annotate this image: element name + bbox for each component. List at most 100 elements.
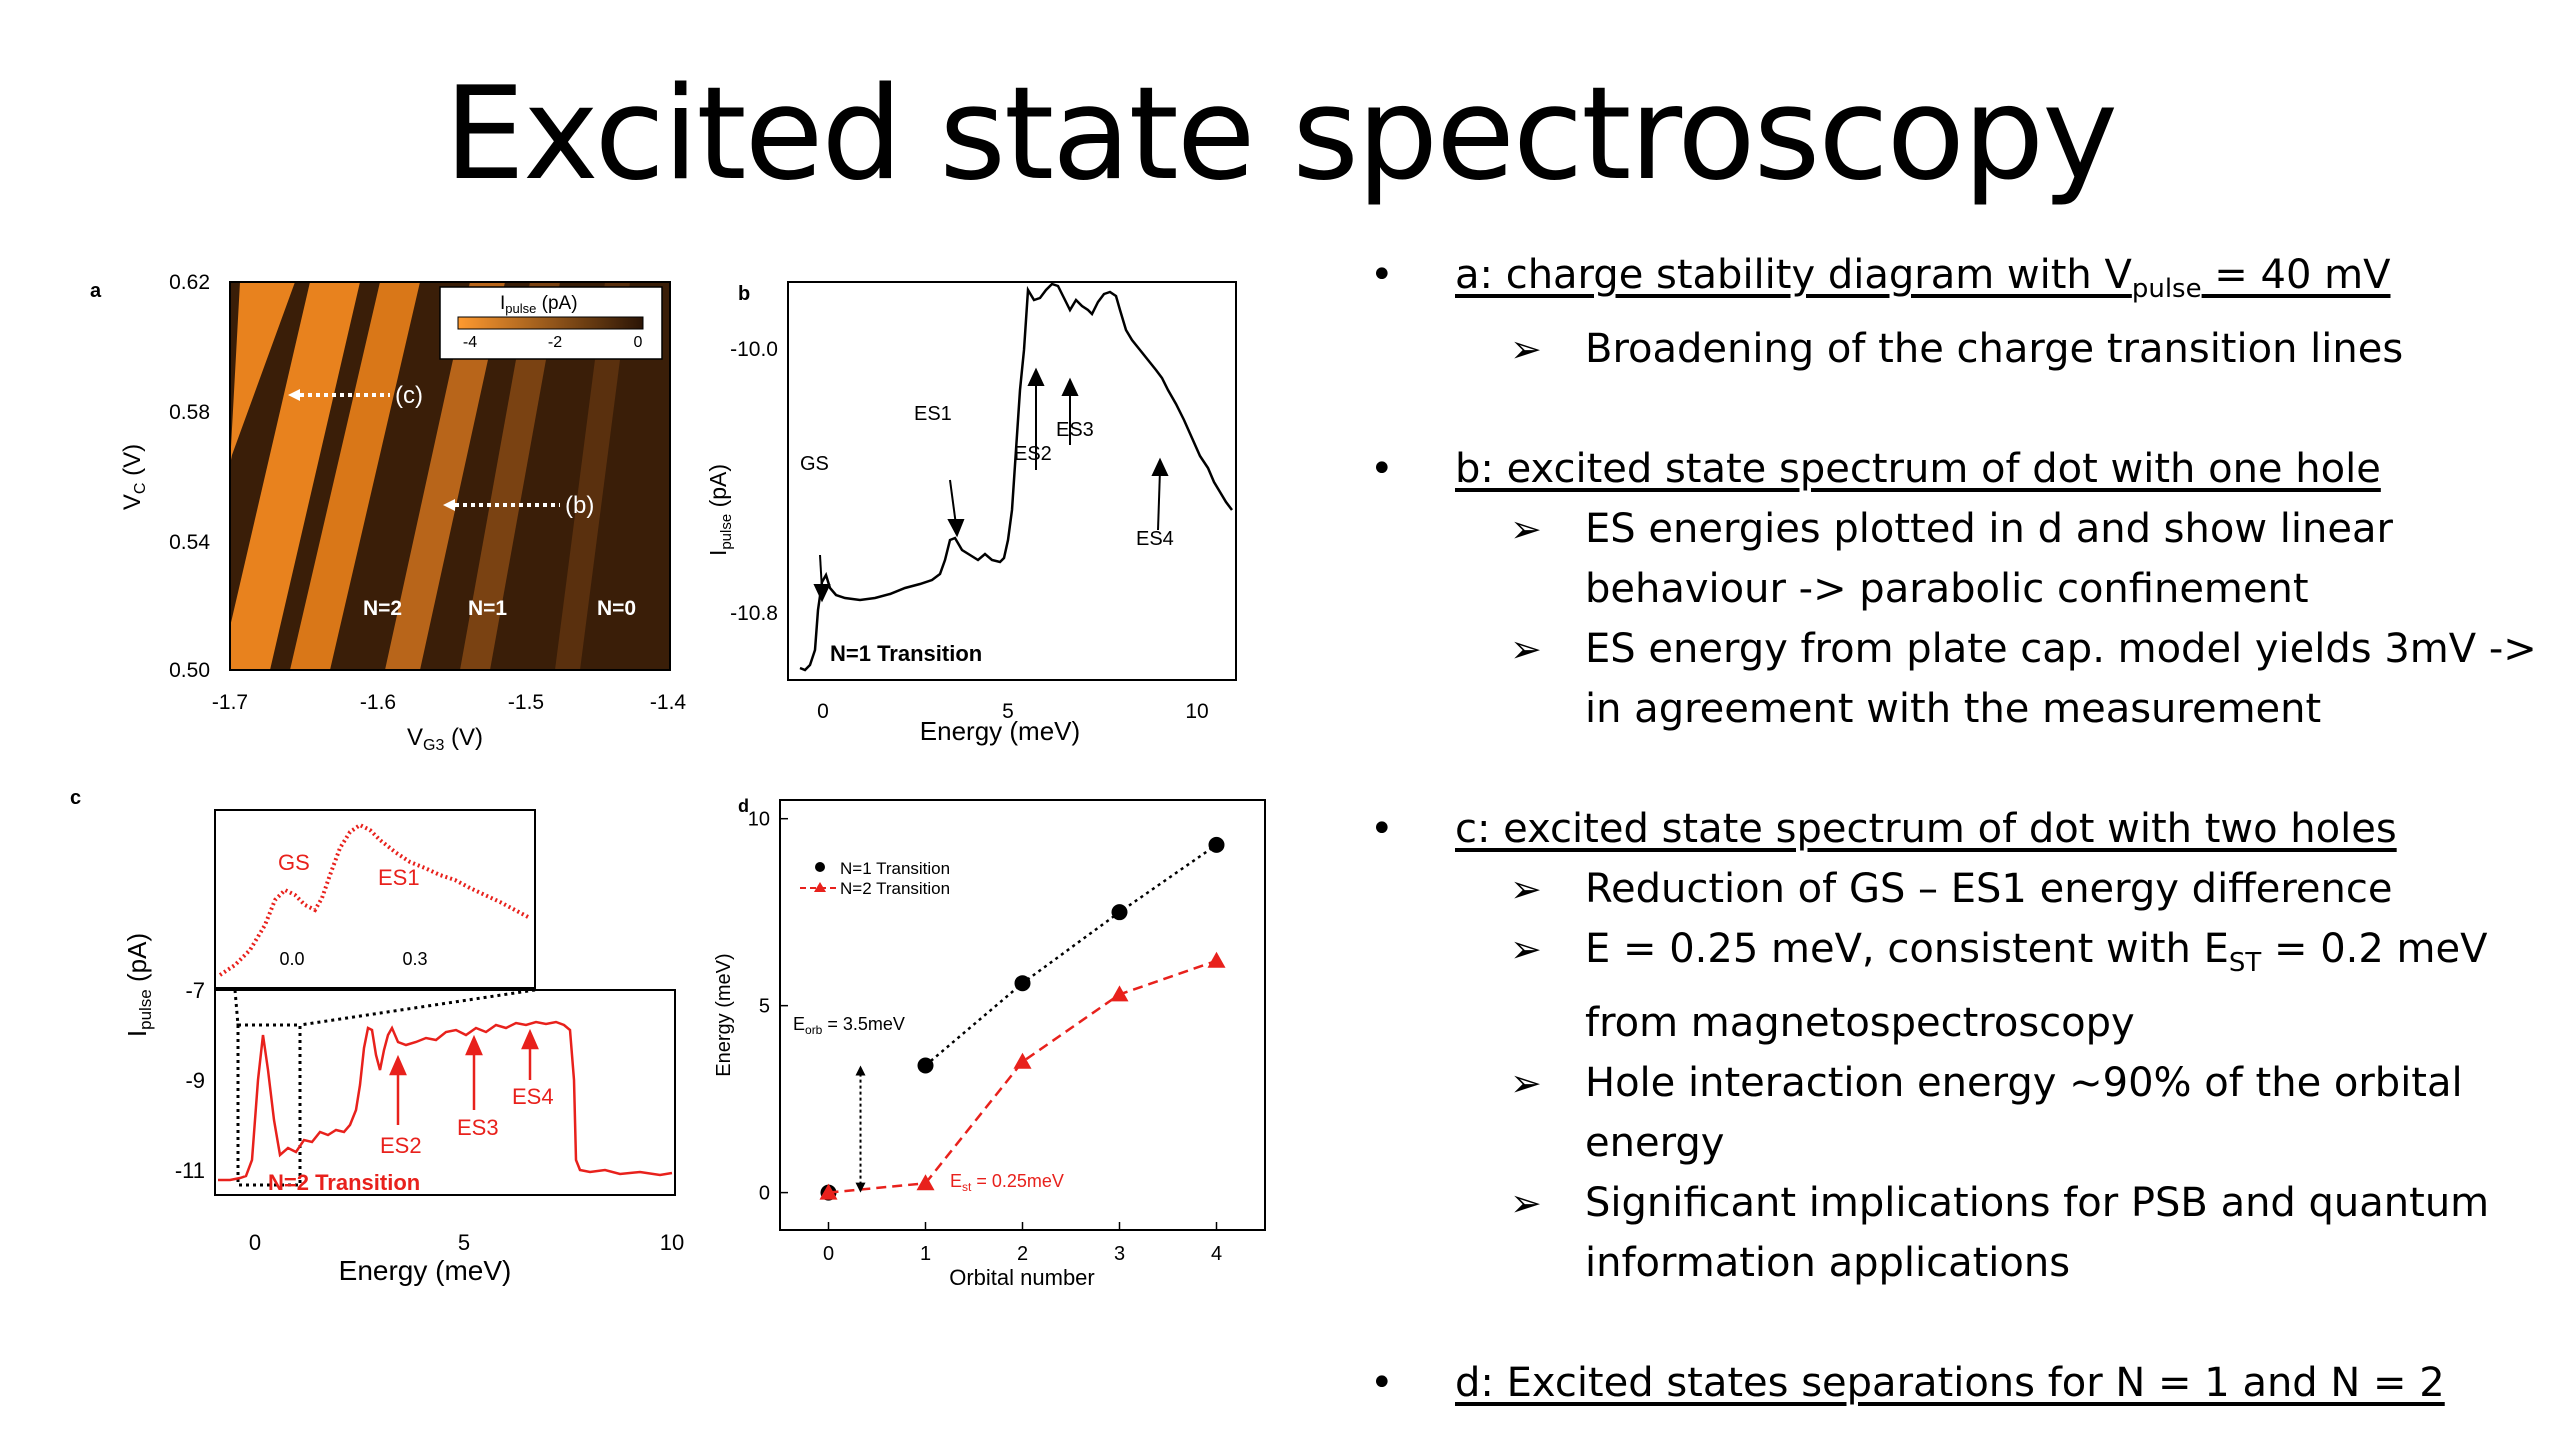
- transition-band: [230, 282, 360, 670]
- colorbar-tick: -2: [548, 334, 562, 351]
- x-tick: 3: [1114, 1243, 1125, 1265]
- y-tick: -9: [185, 1068, 205, 1093]
- legend-marker-n1: [815, 862, 825, 872]
- bullet-b-sub: ES energy from plate cap. model yields 3…: [1370, 619, 2550, 739]
- transition-band: [230, 282, 295, 465]
- spectrum-curve: [218, 1020, 673, 1182]
- x-tick: -1.4: [650, 691, 687, 714]
- x-tick: 4: [1211, 1243, 1222, 1265]
- x-tick: 5: [458, 1230, 470, 1255]
- panel-b-spectrum-n1: b GS ES1 ES2 ES3 ES4 N=1 Transition -10.…: [705, 281, 1237, 746]
- bullet-c-sub: Hole interaction energy ~90% of the orbi…: [1370, 1053, 2550, 1173]
- series-n2-point: [1013, 1052, 1032, 1069]
- x-axis-label: Energy (meV): [920, 716, 1080, 746]
- bullet-c: c: excited state spectrum of dot with tw…: [1370, 799, 2550, 859]
- series-n1-line: [924, 843, 1218, 1067]
- bullet-b-sub: ES energies plotted in d and show linear…: [1370, 499, 2550, 619]
- label-n2: N=2: [363, 597, 402, 620]
- inset-frame: [214, 809, 536, 989]
- x-axis-label: Energy (meV): [339, 1255, 512, 1286]
- label-n0: N=0: [597, 597, 636, 620]
- inset-x-tick: 0.0: [279, 949, 304, 969]
- panel-c-label: c: [70, 787, 81, 809]
- bullet-d-heading: d: Excited states separations for N = 1 …: [1455, 1360, 2445, 1406]
- spectrum-curve: [799, 282, 1233, 672]
- y-axis-label: Energy (meV): [713, 953, 735, 1076]
- bullet-list: a: charge stability diagram with Vpulse …: [1370, 245, 2550, 1413]
- x-tick: 10: [1185, 700, 1208, 723]
- legend-label-n1: N=1 Transition: [840, 859, 950, 878]
- eorb-arrow-head: [855, 1065, 866, 1076]
- y-tick: 0.50: [169, 659, 210, 682]
- panel-a-frame: [229, 281, 671, 671]
- bullet-c-sub: Significant implications for PSB and qua…: [1370, 1173, 2550, 1293]
- series-n1-point: [1208, 836, 1225, 853]
- label-es4: ES4: [1136, 528, 1174, 550]
- x-tick: 5: [1002, 700, 1014, 723]
- transition-band: [290, 282, 420, 670]
- bullet-c-sub: E = 0.25 meV, consistent with EST = 0.2 …: [1370, 919, 2550, 1053]
- panel-d-label: d: [738, 796, 749, 816]
- label-es4: ES4: [512, 1084, 554, 1109]
- x-tick: -1.5: [508, 691, 544, 714]
- colorbar-tick: -4: [463, 334, 477, 351]
- label-n1: N=1: [468, 597, 507, 620]
- series-n1-point: [1014, 975, 1031, 992]
- transition-label: N=1 Transition: [830, 641, 982, 666]
- inset-x-tick: 0.3: [402, 949, 427, 969]
- series-n2-line: [924, 959, 1217, 1185]
- series-n2-point: [916, 1174, 935, 1191]
- y-axis-label: Ipulse (pA): [705, 464, 735, 556]
- x-tick: 2: [1017, 1243, 1028, 1265]
- series-n2-line: [828, 1182, 926, 1194]
- series-n1-point: [917, 1057, 934, 1074]
- x-tick: 0: [823, 1243, 834, 1265]
- y-axis-label: Ipulse (pA): [122, 933, 155, 1037]
- label-es2: ES2: [1014, 443, 1052, 465]
- bullet-c-heading: c: excited state spectrum of dot with tw…: [1455, 806, 2397, 852]
- bullet-b: b: excited state spectrum of dot with on…: [1370, 439, 2550, 499]
- x-tick: 10: [660, 1230, 684, 1255]
- x-tick: -1.6: [360, 691, 396, 714]
- transition-band: [385, 282, 505, 670]
- label-gs: GS: [800, 453, 829, 475]
- inset-label-es1: ES1: [378, 865, 420, 890]
- panel-c-spectrum-n2: c GS ES1 0.0 0.3 ES2 ES3 ES4 N=2 Transit…: [70, 787, 684, 1286]
- x-tick: 0: [817, 700, 829, 723]
- arrow-es1: [949, 479, 957, 526]
- bullet-b-heading: b: excited state spectrum of dot with on…: [1455, 446, 2381, 492]
- legend-marker-n2: [814, 882, 826, 892]
- y-tick: -11: [175, 1158, 205, 1183]
- bullet-d: d: Excited states separations for N = 1 …: [1370, 1353, 2550, 1413]
- label-es3: ES3: [1056, 419, 1094, 441]
- panel-b-label: b: [738, 283, 750, 305]
- bullet-a: a: charge stability diagram with Vpulse …: [1370, 245, 2550, 319]
- label-es1: ES1: [914, 403, 952, 425]
- slide-title: Excited state spectroscopy: [444, 60, 2118, 209]
- y-tick: 0.54: [169, 531, 210, 554]
- y-axis-label: VC (V): [119, 444, 149, 510]
- y-tick: -10.8: [730, 602, 778, 625]
- label-es3: ES3: [457, 1115, 499, 1140]
- panel-a-stability-diagram: a Ipulse (pA) -4 -2 0 (c) (b) N=2 N=1 N=…: [90, 271, 687, 754]
- bullet-a-sub: Broadening of the charge transition line…: [1370, 319, 2550, 379]
- x-tick: 0: [249, 1230, 261, 1255]
- legend-label-n2: N=2 Transition: [840, 879, 950, 898]
- inset-label-gs: GS: [278, 850, 310, 875]
- bullet-c-sub: Reduction of GS – ES1 energy difference: [1370, 859, 2550, 919]
- y-tick: -7: [185, 978, 205, 1003]
- transition-band: [555, 282, 630, 670]
- y-tick: 0.62: [169, 271, 210, 294]
- x-axis-label: VG3 (V): [407, 724, 483, 754]
- panel-a-label: a: [90, 280, 102, 302]
- annotation-c: (c): [395, 382, 423, 409]
- annotation-b: (b): [565, 492, 594, 519]
- eorb-arrow-head: [855, 1182, 866, 1193]
- x-tick: 1: [920, 1243, 931, 1265]
- series-n2-point: [1110, 985, 1129, 1002]
- y-tick: 10: [748, 809, 770, 831]
- est-label: Est = 0.25meV: [950, 1171, 1064, 1194]
- bullet-a-heading: a: charge stability diagram with Vpulse …: [1455, 252, 2391, 304]
- panel-b-frame: [787, 281, 1237, 681]
- x-axis-label: Orbital number: [949, 1265, 1095, 1290]
